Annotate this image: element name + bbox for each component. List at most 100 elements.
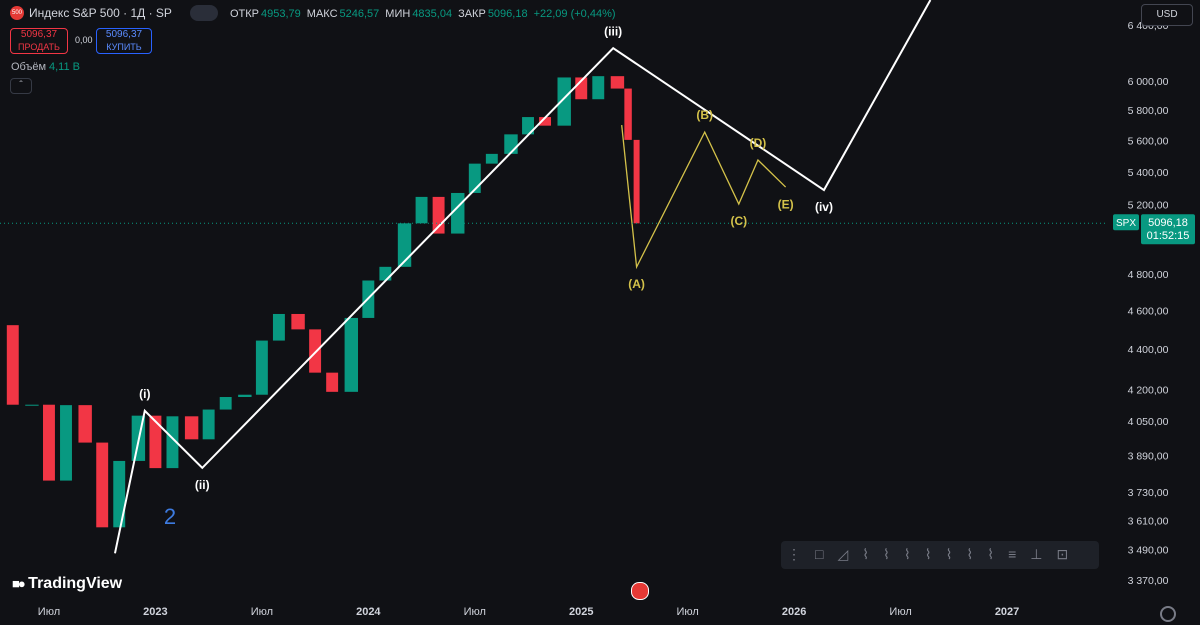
buy-button[interactable]: 5096,37 КУПИТЬ [96, 28, 152, 54]
candle [522, 117, 534, 135]
candle [326, 372, 339, 392]
candle [184, 416, 199, 440]
x-tick-label: Июл [251, 606, 273, 618]
candle [432, 196, 445, 234]
candle [379, 266, 392, 281]
candle [539, 117, 552, 126]
candle [397, 223, 412, 267]
y-tick-label: 4 400,00 [1128, 344, 1169, 356]
brand-logo: ■● [12, 576, 26, 591]
toolbar-icons[interactable]: ⋮□◿⌇⌇⌇⌇⌇⌇⌇≡⊥⊡ [787, 546, 1083, 562]
wave-label: (iii) [604, 24, 622, 38]
wave-line [621, 124, 787, 270]
ohlc-value: 5246,57 [339, 8, 380, 20]
ohlc-value: 4953,79 [261, 8, 301, 20]
volume-label: Объём [11, 61, 47, 73]
collapse-button[interactable]: ˆ [10, 78, 32, 94]
candle [291, 313, 305, 330]
brand-name: TradingView [28, 575, 123, 592]
last-price-badge [1113, 214, 1139, 231]
buy-price: 5096,37 [105, 29, 143, 40]
y-tick-label: 3 730,00 [1128, 487, 1169, 499]
candle [272, 313, 285, 341]
candle [113, 460, 126, 528]
candle [504, 134, 518, 154]
wave-label: (D) [750, 136, 767, 150]
x-tick-label: Июл [889, 606, 911, 618]
plot [6, 0, 932, 554]
last-price-symbol: SPX [1116, 218, 1136, 229]
spread: 0,00 [75, 35, 93, 45]
status-pill[interactable] [190, 5, 218, 21]
candle [255, 340, 268, 395]
candle [25, 404, 39, 406]
y-tick-label: 5 200,00 [1128, 200, 1169, 212]
last-price-value: 5096,18 [1148, 217, 1188, 229]
change: +22,09 (+0,44%) [533, 8, 616, 20]
candle [238, 394, 252, 398]
logo: 500 [10, 6, 24, 20]
candle [6, 325, 19, 405]
y-tick-label: 3 490,00 [1128, 545, 1169, 557]
candle [202, 409, 215, 440]
candle [575, 77, 588, 100]
candle [149, 415, 162, 469]
y-tick-label: 5 600,00 [1128, 136, 1169, 148]
x-tick-label: 2024 [356, 606, 381, 618]
candle [557, 77, 571, 126]
y-tick-label: 4 050,00 [1128, 416, 1169, 428]
candle [60, 405, 72, 481]
ohlc-label: МАКС [306, 8, 338, 20]
sell-label: ПРОДАТЬ [18, 42, 60, 52]
candle [78, 405, 92, 443]
symbol[interactable]: Индекс S&P 500 · 1Д · SP [29, 6, 172, 20]
wave-label: (iv) [815, 200, 833, 214]
x-tick-label: 2025 [569, 606, 593, 618]
y-tick-label: 6 000,00 [1128, 76, 1169, 88]
candle [415, 196, 428, 224]
candle [96, 442, 109, 528]
x-tick-label: Июл [38, 606, 60, 618]
candle [610, 76, 625, 89]
ohlc-label: ОТКР [230, 8, 260, 20]
sell-price: 5096,37 [20, 29, 58, 40]
x-tick-label: 2026 [782, 606, 806, 618]
candle [43, 404, 55, 481]
settings-button[interactable] [1160, 606, 1176, 622]
y-tick-label: 4 600,00 [1128, 306, 1169, 318]
price-axis-panel [1105, 0, 1200, 625]
wave-line [113, 0, 932, 554]
last-price-timer: 01:52:15 [1147, 230, 1190, 242]
ohlc-row: ОТКР 4953,79 МАКС 5246,57 МИН 4835,04 ЗАКР 5096… [230, 8, 616, 20]
x-tick-label: 2027 [995, 606, 1019, 618]
last-price-box [1141, 214, 1195, 245]
wave-label: (ii) [195, 478, 210, 492]
candle [166, 416, 179, 469]
event-flag[interactable] [631, 582, 649, 600]
wave-label: (C) [730, 214, 747, 228]
currency-button[interactable]: USD [1141, 4, 1193, 26]
y-tick-label: 5 800,00 [1128, 105, 1169, 117]
annotation: 2 [164, 504, 176, 529]
y-tick-label: 6 400,00 [1128, 20, 1169, 32]
buy-label: КУПИТЬ [106, 42, 142, 52]
candle [624, 88, 632, 140]
x-tick-label: Июл [677, 606, 699, 618]
wave-label: (B) [696, 108, 713, 122]
y-tick-label: 3 610,00 [1128, 515, 1169, 527]
y-tick-label: 4 200,00 [1128, 384, 1169, 396]
candle [633, 139, 640, 224]
ohlc-value: 4835,04 [412, 8, 453, 20]
wave-label: (i) [139, 387, 150, 401]
wave-label: (E) [778, 197, 794, 211]
y-tick-label: 3 370,00 [1128, 575, 1169, 587]
y-tick-label: 3 890,00 [1128, 451, 1169, 463]
wave-label: (A) [628, 277, 645, 291]
candle [468, 163, 481, 193]
sell-button[interactable]: 5096,37 ПРОДАТЬ [10, 28, 68, 54]
ohlc-value: 5096,18 [487, 8, 528, 20]
candle [309, 329, 322, 373]
x-tick-label: 2023 [143, 606, 167, 618]
